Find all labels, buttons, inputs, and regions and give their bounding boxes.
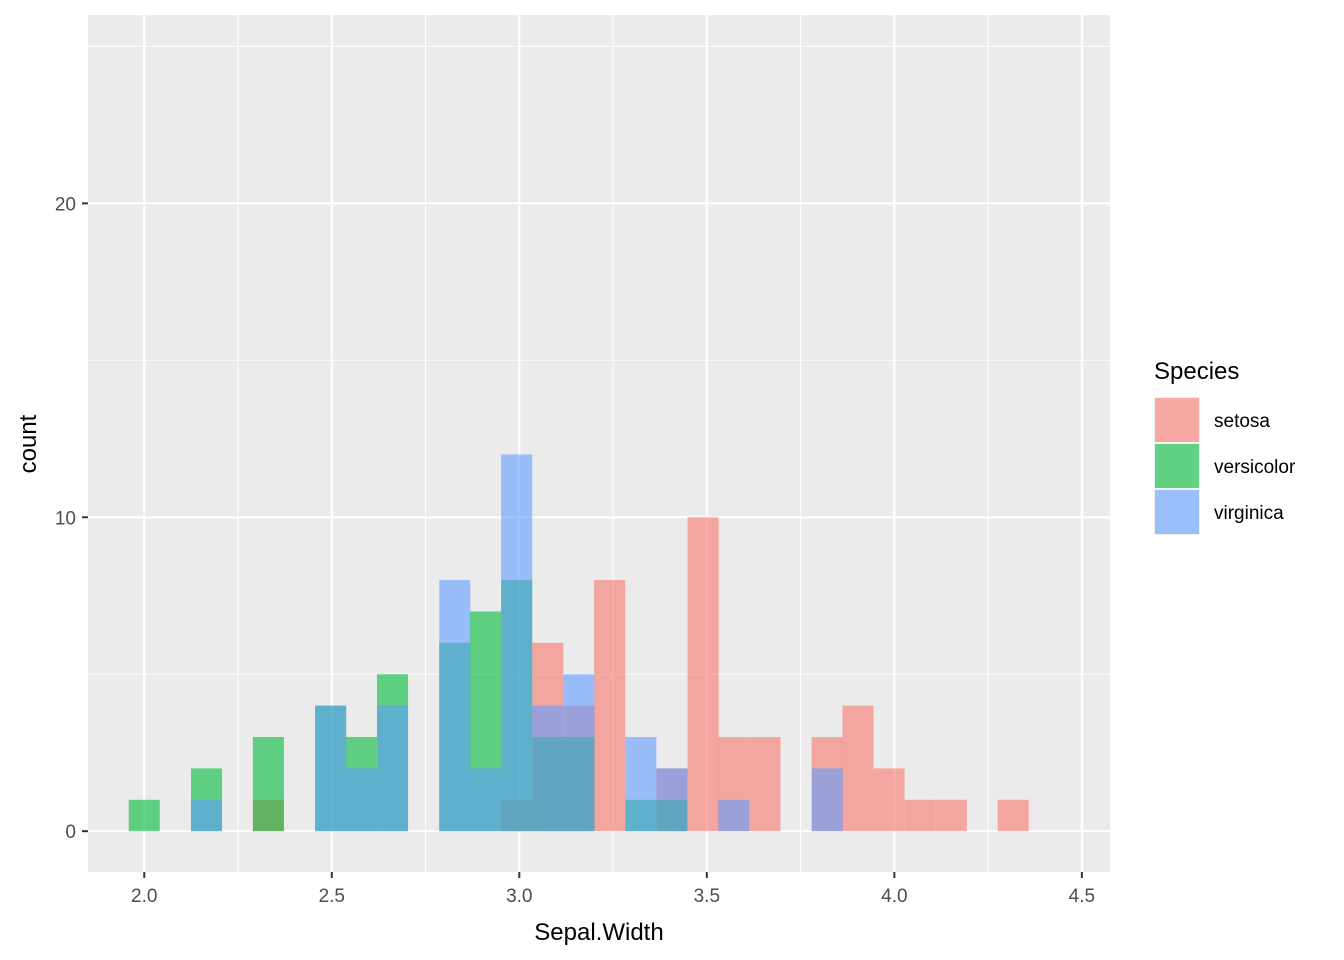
bar-virginica xyxy=(625,737,657,832)
legend-title: Species xyxy=(1154,358,1239,385)
x-axis-title: Sepal.Width xyxy=(534,919,663,946)
y-tick-label: 10 xyxy=(55,508,76,529)
legend-key-setosa xyxy=(1155,398,1199,442)
bar-virginica xyxy=(345,768,377,832)
bar-virginica xyxy=(315,705,347,832)
bar-setosa xyxy=(842,705,874,832)
bar-virginica xyxy=(439,580,471,832)
x-tick-label: 2.0 xyxy=(131,886,157,907)
bar-virginica xyxy=(656,768,688,832)
y-tick-label: 0 xyxy=(65,822,76,843)
y-axis: 0 10 20 xyxy=(55,194,88,843)
legend-label-setosa: setosa xyxy=(1214,411,1270,432)
bar-virginica xyxy=(532,705,564,832)
bar-virginica xyxy=(377,705,409,832)
y-tick-label: 20 xyxy=(55,194,76,215)
legend-key-versicolor xyxy=(1155,444,1199,488)
bar-setosa xyxy=(904,799,936,832)
legend-label-versicolor: versicolor xyxy=(1214,457,1296,478)
bars xyxy=(128,454,1029,832)
bar-setosa xyxy=(873,768,905,832)
legend-key-virginica xyxy=(1155,490,1199,534)
bar-setosa xyxy=(997,799,1029,832)
legend: Species setosa versicolor virginica xyxy=(1154,358,1296,535)
bar-setosa xyxy=(687,517,719,832)
bar-setosa xyxy=(749,737,781,832)
bar-virginica xyxy=(190,799,223,832)
y-axis-title: count xyxy=(15,414,42,473)
x-axis: 2.0 2.5 3.0 3.5 4.0 4.5 xyxy=(131,872,1095,907)
bar-virginica xyxy=(563,674,595,832)
x-tick-label: 4.0 xyxy=(881,886,907,907)
bar-virginica xyxy=(470,768,502,832)
bar-setosa xyxy=(594,580,626,832)
bar-virginica xyxy=(718,799,750,832)
x-tick-label: 3.0 xyxy=(506,886,532,907)
x-tick-label: 3.5 xyxy=(694,886,720,907)
x-tick-label: 4.5 xyxy=(1069,886,1095,907)
bar-versicolor xyxy=(128,799,160,832)
bar-virginica xyxy=(501,454,533,832)
bar-setosa xyxy=(935,799,967,832)
bar-versicolor xyxy=(252,737,284,832)
bar-virginica xyxy=(811,768,843,832)
x-tick-label: 2.5 xyxy=(319,886,345,907)
legend-label-virginica: virginica xyxy=(1214,503,1284,524)
